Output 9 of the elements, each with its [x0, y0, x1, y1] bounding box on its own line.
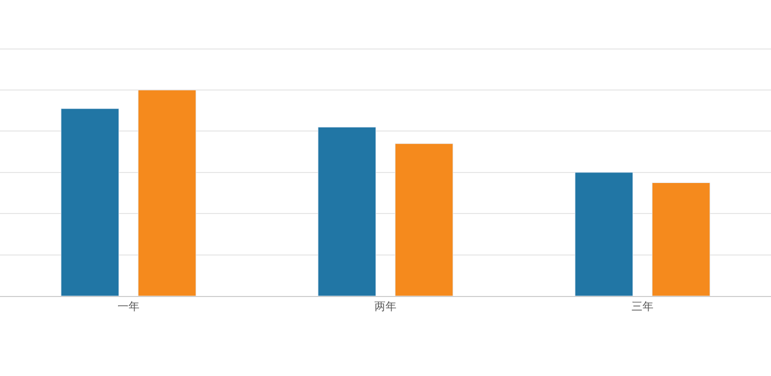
bar: [318, 126, 376, 296]
x-tick-label: 一年: [118, 300, 140, 314]
bar: [652, 182, 710, 296]
bar: [394, 143, 454, 296]
bar: [60, 108, 120, 296]
x-tick-label: 两年: [374, 300, 396, 314]
bar: [138, 90, 196, 296]
bar: [574, 172, 634, 296]
x-tick-label: 三年: [632, 300, 654, 314]
